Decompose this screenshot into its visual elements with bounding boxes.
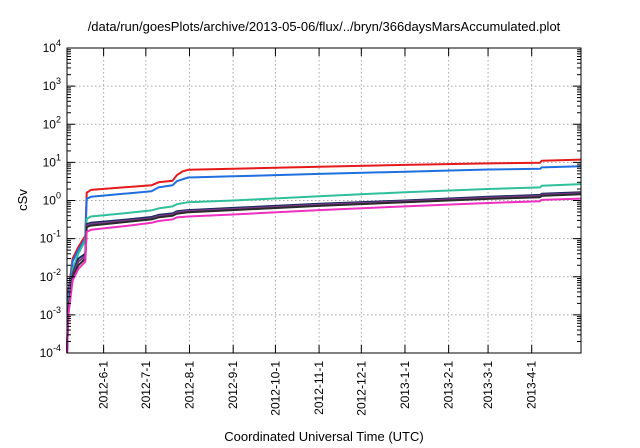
y-tick-label: 102 [43,114,61,131]
series-line [66,183,582,354]
x-tick-label: 2013-1-1 [398,361,412,409]
series-line [66,192,582,354]
y-tick-label: 104 [43,38,61,55]
series-lines [66,158,582,354]
x-tick-label: 2012-7-1 [139,361,153,409]
x-ticks: 2012-6-1 2012-7-1 2012-8-1 2012-9-1 2012-10-… [97,48,539,416]
x-tick-label: 2012-8-1 [183,361,197,409]
y-tick-label: 10-4 [40,343,61,360]
x-axis-label: Coordinated Universal Time (UTC) [224,429,423,444]
y-tick-label: 103 [43,76,61,93]
y-tick-label: 101 [43,152,61,169]
series-line [66,197,582,354]
x-tick-label: 2013-3-1 [481,361,495,409]
chart-title: /data/run/goesPlots/archive/2013-05-06/f… [88,19,561,34]
y-tick-label: 10-1 [40,229,61,246]
x-tick-label: 2013-2-1 [442,361,456,409]
series-line [66,193,582,354]
y-tick-label: 10-3 [40,305,61,322]
x-tick-label: 2012-12-1 [354,361,368,416]
series-line [66,191,582,354]
x-tick-label: 2012-9-1 [226,361,240,409]
x-tick-label: 2013-4-1 [525,361,539,409]
x-tick-label: 2012-10-1 [268,361,282,416]
x-tick-label: 2012-11-1 [312,361,326,415]
y-tick-label: 100 [43,191,61,208]
y-axis-label: cSv [15,189,30,211]
x-tick-label: 2012-6-1 [97,361,111,409]
series-line [66,165,582,354]
y-tick-label: 10-2 [40,267,61,284]
grid-lines [67,48,581,353]
series-line [66,158,582,354]
y-ticks: 10-4 10-3 10-2 10-1 100 101 102 103 104 [40,38,581,360]
